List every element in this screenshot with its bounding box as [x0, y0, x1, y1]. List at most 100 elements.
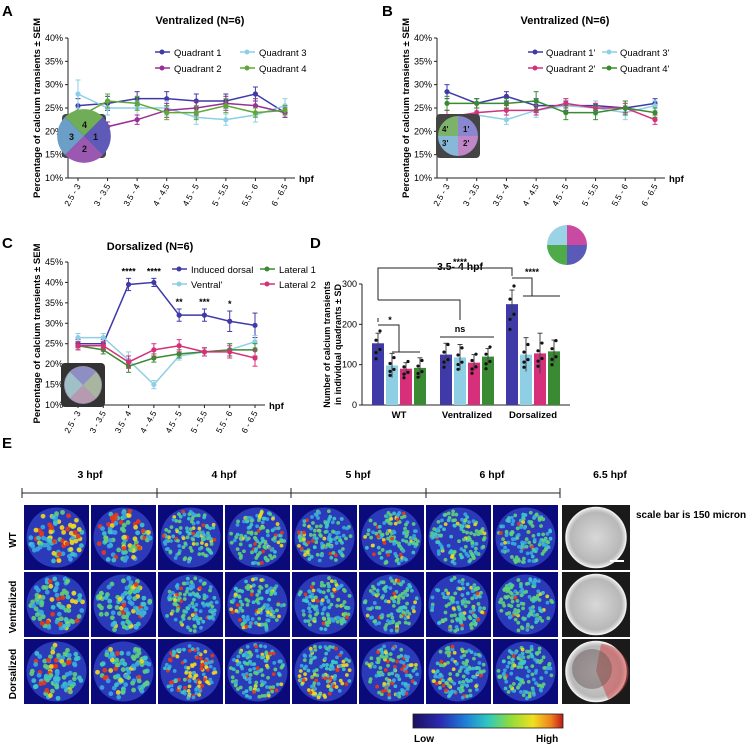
cell-spot — [466, 679, 471, 684]
cell-spot — [541, 590, 545, 595]
cell-spot — [245, 602, 250, 607]
cell-spot — [450, 555, 454, 559]
cell-spot — [235, 522, 240, 527]
cell-spot — [61, 588, 67, 594]
chart-a-x-label: hpf — [299, 174, 315, 185]
cell-spot — [413, 681, 418, 686]
chart-d-dot — [488, 359, 492, 364]
cell-spot — [31, 678, 37, 684]
cell-spot — [443, 522, 448, 527]
chart-b-point — [533, 98, 539, 104]
legend-a-q1: Quadrant 1 — [174, 48, 222, 59]
cell-spot — [36, 672, 42, 678]
cell-spot — [69, 598, 75, 604]
cell-spot — [529, 520, 534, 525]
cell-spot — [392, 664, 397, 669]
cell-spot — [214, 600, 219, 605]
cell-spot — [168, 549, 173, 554]
cell-spot — [436, 519, 441, 524]
cell-spot — [50, 646, 56, 652]
cell-spot — [401, 511, 406, 516]
cell-spot — [178, 514, 183, 519]
cell-spot — [322, 536, 327, 541]
cell-spot — [187, 512, 192, 517]
cell-spot — [475, 591, 480, 596]
cell-spot — [476, 617, 481, 622]
cell-spot — [191, 597, 196, 602]
cell-spot — [401, 610, 406, 615]
cell-spot — [69, 540, 75, 546]
inset-a-label-3: 3 — [69, 132, 74, 142]
cell-spot — [331, 645, 336, 650]
chart-c-point — [151, 355, 157, 361]
cell-spot — [441, 678, 445, 683]
chart-d-dot — [420, 358, 424, 363]
cell-spot — [473, 622, 478, 627]
cell-spot — [73, 651, 79, 657]
cell-spot — [190, 601, 195, 606]
cell-spot — [346, 606, 351, 610]
panel-a: Ventralized (N=6) 10%15%20%25%30%35%40%2… — [32, 15, 315, 208]
chart-a-y-label: Percentage of calcium transients ± SEM — [32, 18, 43, 198]
cell-spot — [524, 544, 529, 549]
cell-spot — [198, 616, 203, 621]
cell-spot — [297, 535, 302, 540]
cell-spot — [275, 682, 280, 687]
cell-spot — [266, 693, 271, 698]
cell-spot — [378, 666, 383, 670]
cell-spot — [323, 627, 328, 632]
chart-d-dot — [512, 284, 516, 288]
cell-spot — [311, 521, 315, 525]
cell-spot — [208, 526, 212, 531]
cell-spot — [478, 673, 483, 678]
cell-spot — [305, 550, 310, 555]
cell-spot — [180, 614, 185, 619]
cell-spot — [39, 620, 45, 626]
cell-spot — [109, 523, 115, 528]
legend-c-lat1: Lateral 1 — [279, 265, 316, 276]
cell-spot — [461, 529, 466, 534]
cell-spot — [108, 511, 114, 517]
cell-spot — [112, 627, 117, 633]
timeline-label: 3 hpf — [77, 469, 103, 481]
cell-spot — [135, 588, 141, 594]
cell-spot — [344, 682, 349, 686]
cell-spot — [53, 585, 59, 591]
legend-a-q2: Quadrant 2 — [174, 64, 222, 75]
cell-spot — [71, 590, 77, 596]
cell-spot — [239, 533, 244, 538]
cell-spot — [452, 523, 457, 528]
chart-c-x-tick-label: 4.5 - 5 — [163, 409, 184, 435]
cell-spot — [347, 668, 352, 673]
cell-spot — [271, 610, 276, 615]
cell-spot — [460, 613, 464, 618]
cell-spot — [265, 529, 270, 534]
cell-spot — [468, 666, 472, 671]
cell-spot — [519, 549, 524, 554]
cell-spot — [453, 629, 458, 633]
cell-spot — [519, 665, 524, 669]
cell-spot — [382, 521, 387, 525]
cell-spot — [330, 659, 335, 664]
cell-spot — [271, 614, 276, 619]
cell-spot — [254, 644, 259, 649]
cell-spot — [212, 667, 217, 672]
cell-spot — [460, 626, 465, 631]
cell-spot — [469, 678, 473, 683]
cell-spot — [513, 617, 518, 622]
chart-c-y-tick-label: 45% — [45, 257, 63, 267]
cell-spot — [257, 544, 262, 549]
calcium-image-tile — [24, 639, 89, 704]
cell-spot — [238, 556, 243, 560]
cell-spot — [111, 557, 117, 563]
cell-spot — [256, 688, 261, 692]
cell-spot — [250, 617, 255, 621]
cell-spot — [252, 666, 257, 671]
cell-spot — [115, 690, 121, 695]
cell-spot — [56, 551, 62, 557]
cell-spot — [446, 543, 451, 548]
cell-spot — [66, 659, 72, 665]
cell-spot — [299, 546, 304, 551]
chart-c-significance: * — [228, 299, 232, 309]
cell-spot — [461, 586, 466, 591]
